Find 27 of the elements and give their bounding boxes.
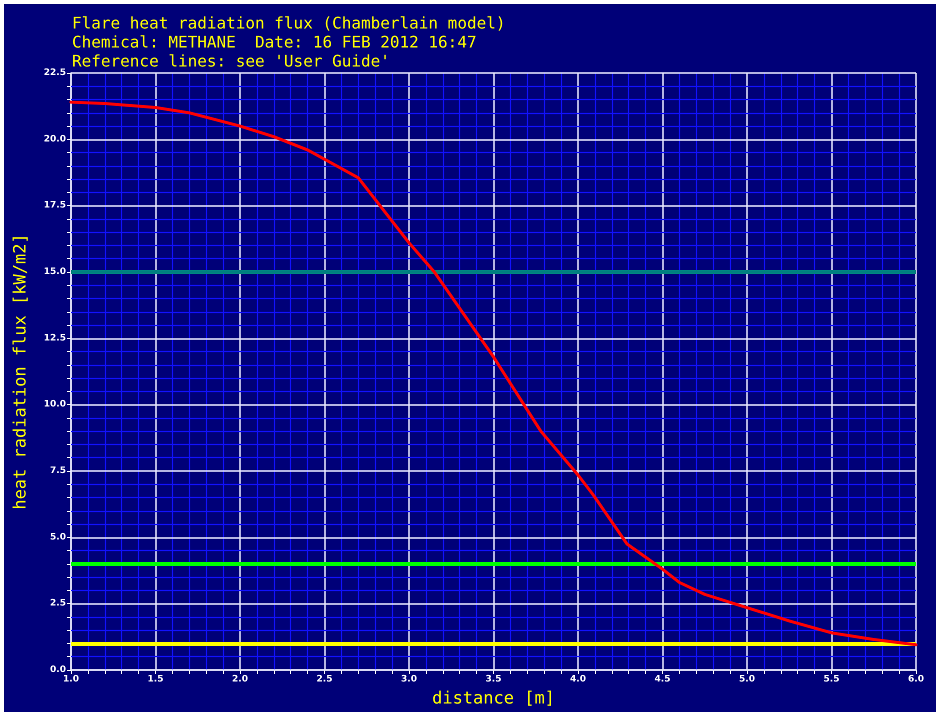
x-tick-label: 5.0 — [739, 674, 755, 684]
y-tick-label: 0.0 — [50, 665, 66, 675]
y-tick-label: 7.5 — [50, 466, 66, 476]
x-tick-label: 1.0 — [63, 674, 79, 684]
x-tick-label: 2.5 — [316, 674, 332, 684]
x-tick-label: 5.5 — [824, 674, 840, 684]
y-tick-label: 5.0 — [50, 532, 66, 542]
x-tick-label: 2.0 — [232, 674, 248, 684]
y-tick-label: 10.0 — [44, 400, 66, 410]
x-tick-label: 4.0 — [570, 674, 586, 684]
chart-subtitle: Chemical: METHANE Date: 16 FEB 2012 16:47 — [72, 32, 477, 52]
y-tick-label: 17.5 — [44, 200, 66, 211]
x-axis-title: distance [m] — [432, 688, 555, 708]
x-tick-label: 6.0 — [908, 674, 924, 684]
y-tick-label: 12.5 — [44, 333, 66, 344]
y-axis-title: heat radiation flux [kW/m2] — [10, 233, 30, 510]
chart-title: Flare heat radiation flux (Chamberlain model) — [72, 14, 506, 32]
text: Reference lines: see 'User Guide' — [72, 52, 390, 70]
y-tick-label: 20.0 — [44, 134, 66, 144]
y-tick-label: 22.5 — [44, 68, 66, 78]
x-tick-label: 3.0 — [401, 674, 417, 684]
x-tick-label: 1.5 — [148, 674, 164, 684]
x-tick-label: 4.5 — [654, 674, 670, 684]
y-tick-label: 2.5 — [50, 598, 66, 609]
x-tick-label: 3.5 — [486, 674, 502, 684]
y-tick-label: 15.0 — [44, 267, 66, 277]
line-series — [70, 100, 918, 646]
